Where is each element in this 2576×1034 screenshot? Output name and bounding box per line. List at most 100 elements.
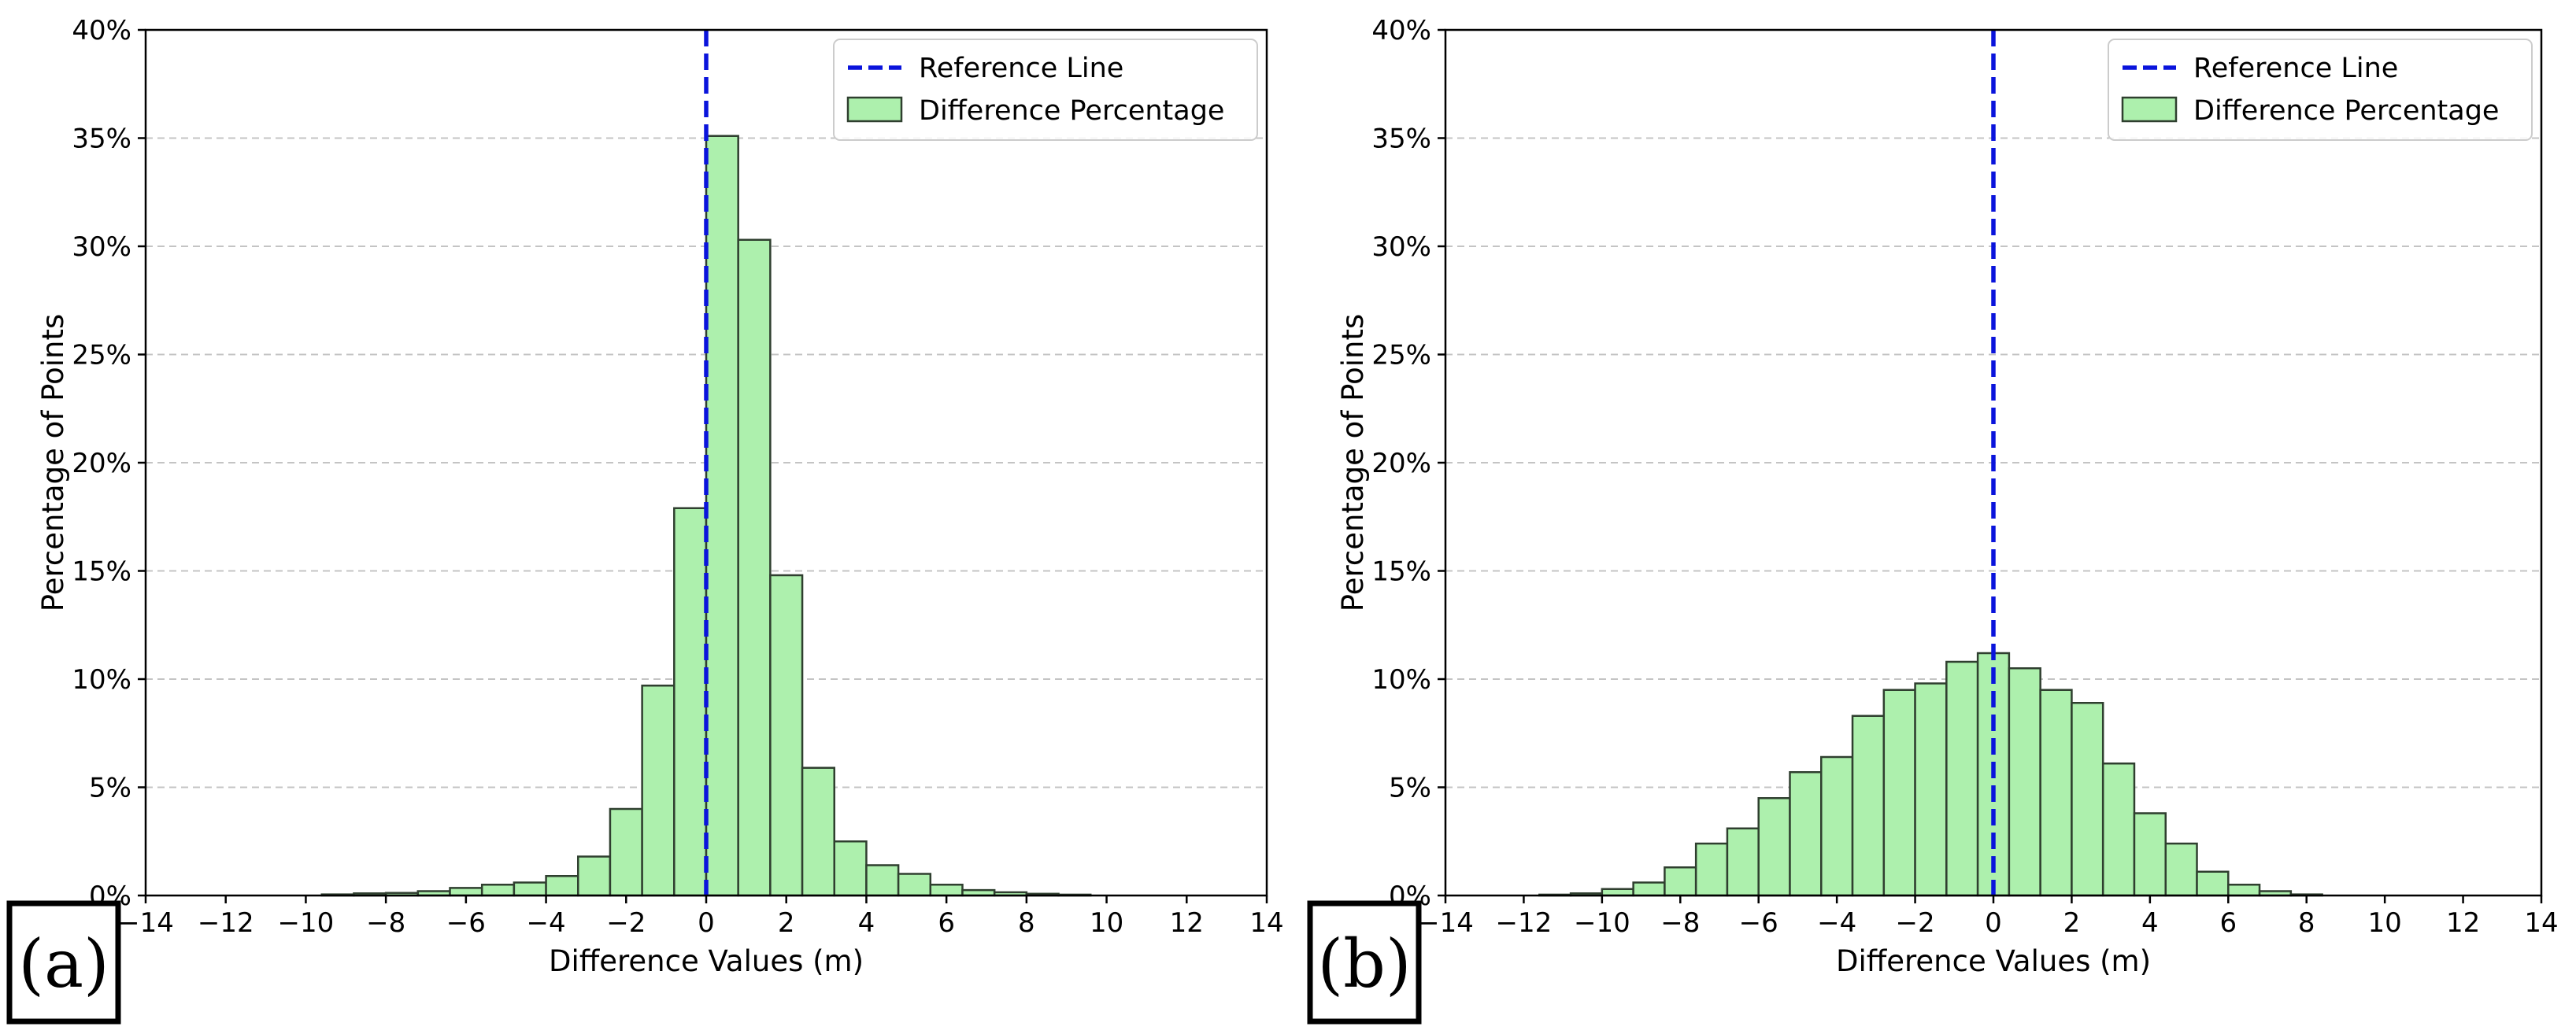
- bar: [2071, 702, 2104, 897]
- bar: [1820, 755, 1854, 897]
- x-tick-label: 6: [938, 907, 955, 939]
- y-tick-label: 5%: [1389, 773, 1431, 804]
- x-tick-label: 10: [2368, 907, 2402, 939]
- legend: Reference Line Difference Percentage: [833, 39, 1258, 141]
- y-axis-label: Percentage of Points: [36, 314, 70, 611]
- y-tick-label: 35%: [72, 124, 131, 155]
- bar: [737, 238, 772, 897]
- x-tick-label: 4: [2141, 907, 2159, 939]
- x-tick-label: 4: [858, 907, 875, 939]
- y-tick-label: 25%: [72, 340, 131, 371]
- x-tick-label: 14: [1249, 907, 1283, 939]
- bar: [1789, 771, 1823, 897]
- x-axis: −14 −12 −10 −8 −6 −4 −2 0 2 4 6 8 10 12 14: [117, 896, 1284, 939]
- x-axis: −14 −12 −10 −8 −6 −4 −2 0 2 4 6 8 10 12 14: [1417, 896, 2559, 939]
- x-tick-label: −2: [606, 907, 646, 939]
- bar: [1882, 689, 1916, 897]
- y-tick-label: 10%: [72, 664, 131, 696]
- histogram-bars: [1538, 652, 2323, 897]
- panel-label: (a): [6, 900, 121, 1025]
- x-axis-label: Difference Values (m): [1836, 944, 2151, 978]
- y-tick-label: 30%: [72, 231, 131, 263]
- x-tick-label: −4: [1817, 907, 1856, 939]
- y-axis: 0%5%10%15%20%25%30%35%40%: [1371, 15, 1445, 912]
- y-tick-label: 15%: [1371, 556, 1431, 588]
- bar: [929, 884, 964, 897]
- bar: [705, 135, 739, 897]
- bar: [1632, 881, 1666, 897]
- x-tick-label: 6: [2219, 907, 2237, 939]
- bar: [480, 884, 516, 897]
- bar: [2196, 870, 2230, 897]
- bar: [609, 807, 643, 897]
- bar: [449, 887, 483, 897]
- bar: [1914, 682, 1948, 897]
- x-tick-label: 12: [2446, 907, 2480, 939]
- bar: [865, 864, 900, 897]
- x-tick-label: 14: [2524, 907, 2558, 939]
- panel-label-text: (b): [1317, 925, 1411, 1003]
- x-tick-label: −12: [198, 907, 254, 939]
- x-tick-label: −12: [1496, 907, 1553, 939]
- bar: [2133, 812, 2167, 897]
- x-tick-label: −14: [117, 907, 174, 939]
- chart-panel-a: 0%5%10%15%20%25%30%35%40%−14 −12 −10 −8 −6 −4…: [6, 15, 1284, 1025]
- x-tick-label: −8: [366, 907, 405, 939]
- legend-bar-swatch: [846, 96, 903, 123]
- x-tick-label: −8: [1660, 907, 1700, 939]
- y-tick-label: 15%: [72, 556, 131, 588]
- chart-panel-b: 0%5%10%15%20%25%30%35%40%−14 −12 −10 −8 −6 −4…: [1307, 15, 2559, 1025]
- legend-label-difference-percentage: Difference Percentage: [919, 95, 1224, 127]
- y-tick-label: 35%: [1371, 124, 1431, 155]
- bar: [577, 855, 612, 897]
- y-axis-label: Percentage of Points: [1336, 314, 1370, 611]
- bar: [1945, 660, 1979, 897]
- bar: [897, 873, 932, 897]
- legend-bar-swatch: [2121, 96, 2178, 123]
- legend-label-reference-line: Reference Line: [2193, 53, 2398, 84]
- bar: [641, 685, 675, 897]
- bar: [833, 840, 868, 897]
- legend-label-reference-line: Reference Line: [919, 53, 1123, 84]
- y-axis: 0%5%10%15%20%25%30%35%40%: [72, 15, 146, 912]
- x-tick-label: −2: [1896, 907, 1935, 939]
- x-tick-label: −6: [446, 907, 486, 939]
- bar: [1694, 842, 1729, 897]
- bar: [2227, 884, 2261, 897]
- x-tick-label: −4: [527, 907, 566, 939]
- legend-box: [833, 39, 1258, 141]
- y-tick-label: 5%: [89, 773, 131, 804]
- legend: Reference Line Difference Percentage: [2108, 39, 2533, 141]
- bar: [1726, 827, 1760, 897]
- x-tick-label: 2: [2063, 907, 2081, 939]
- bar: [545, 875, 579, 897]
- y-tick-label: 40%: [1371, 15, 1431, 46]
- x-tick-label: 8: [1018, 907, 1035, 939]
- bar: [1664, 866, 1697, 897]
- bar: [513, 881, 547, 897]
- bar: [801, 766, 835, 897]
- y-tick-label: 30%: [1371, 231, 1431, 263]
- y-tick-label: 25%: [1371, 340, 1431, 371]
- legend-label-difference-percentage: Difference Percentage: [2193, 95, 2499, 127]
- bar: [673, 507, 708, 897]
- x-tick-label: 10: [1090, 907, 1123, 939]
- bar: [2039, 689, 2073, 897]
- panel-label: (b): [1307, 900, 1422, 1025]
- bar: [2008, 667, 2041, 897]
- y-tick-label: 20%: [1371, 448, 1431, 479]
- x-tick-label: 12: [1170, 907, 1204, 939]
- x-tick-label: 0: [1985, 907, 2002, 939]
- bar: [769, 574, 804, 897]
- x-tick-label: −10: [1574, 907, 1630, 939]
- x-tick-label: −10: [278, 907, 335, 939]
- bar: [2164, 842, 2198, 897]
- panel-label-text: (a): [18, 925, 109, 1003]
- y-tick-label: 20%: [72, 448, 131, 479]
- bar: [1851, 715, 1886, 897]
- legend-box: [2108, 39, 2533, 141]
- y-tick-label: 40%: [72, 15, 131, 46]
- x-tick-label: −14: [1417, 907, 1474, 939]
- x-tick-label: 2: [778, 907, 795, 939]
